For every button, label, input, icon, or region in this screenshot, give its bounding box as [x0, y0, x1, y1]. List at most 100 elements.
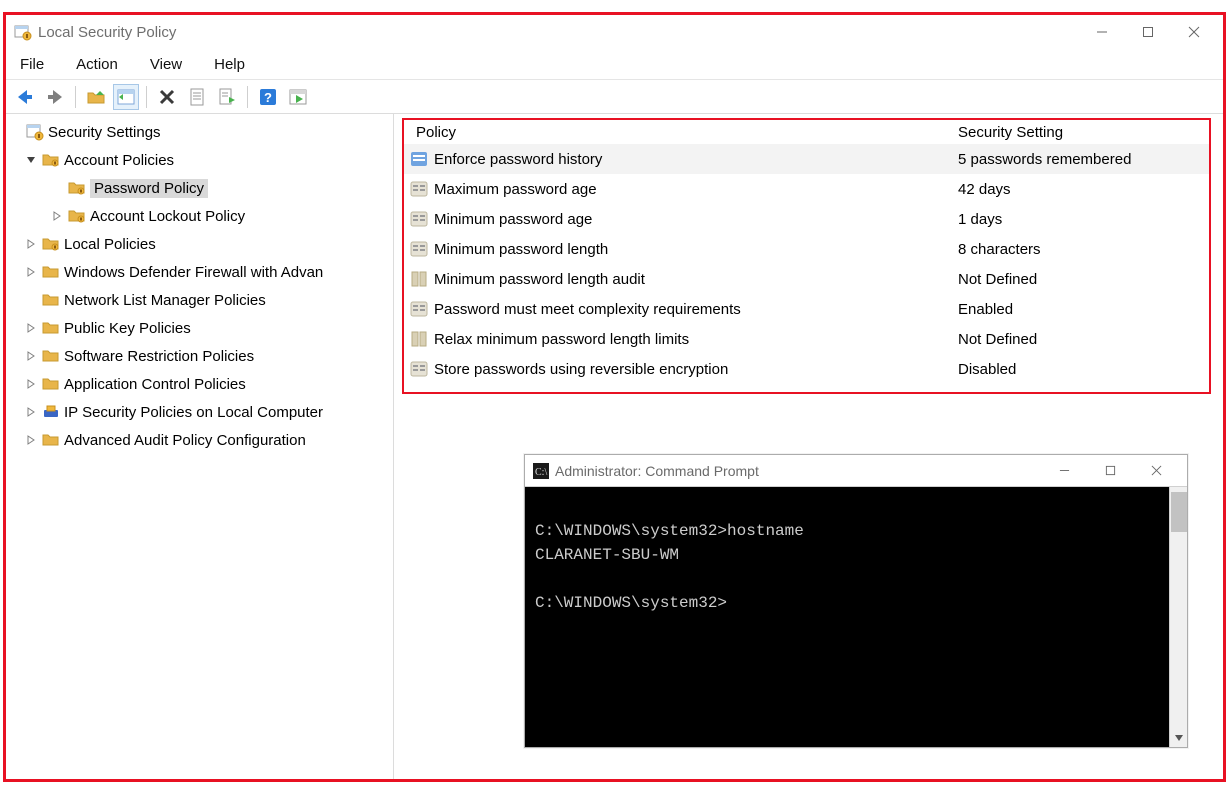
tree-item[interactable]: IP Security Policies on Local Computer: [8, 398, 391, 426]
tree-pane: Security Settings Account Policies Passwor…: [6, 114, 394, 779]
chevron-right-icon[interactable]: [26, 379, 42, 389]
up-folder-icon[interactable]: [83, 84, 109, 110]
screenshot-outer: Local Security Policy File Action View H…: [3, 12, 1226, 782]
policy-name: Enforce password history: [434, 151, 602, 168]
scroll-thumb[interactable]: [1171, 492, 1187, 532]
forward-icon[interactable]: [42, 84, 68, 110]
menu-help[interactable]: Help: [208, 54, 251, 75]
policy-row[interactable]: Minimum password length audit Not Defined: [404, 264, 1209, 294]
tree-item[interactable]: Application Control Policies: [8, 370, 391, 398]
policy-setting: 1 days: [958, 211, 1002, 228]
policy-setting: Not Defined: [958, 271, 1037, 288]
cmd-close-button[interactable]: [1133, 457, 1179, 485]
tree-item-label: Local Policies: [64, 236, 156, 253]
policy-setting: 8 characters: [958, 241, 1041, 258]
policy-name: Minimum password age: [434, 211, 592, 228]
cmd-window[interactable]: C:\ Administrator: Command Prompt C:\WIN…: [524, 454, 1188, 748]
right-pane: Policy Security Setting Enforce password…: [394, 114, 1223, 779]
cmd-body[interactable]: C:\WINDOWS\system32>hostname CLARANET-SB…: [525, 487, 1187, 747]
chevron-right-icon[interactable]: [52, 211, 68, 221]
policy-name: Maximum password age: [434, 181, 597, 198]
help-icon[interactable]: ?: [255, 84, 281, 110]
tree-item[interactable]: Account Lockout Policy: [8, 202, 391, 230]
tree-item[interactable]: Public Key Policies: [8, 314, 391, 342]
tree-item[interactable]: Software Restriction Policies: [8, 342, 391, 370]
policy-setting: 5 passwords remembered: [958, 151, 1131, 168]
tree-item[interactable]: Password Policy: [8, 174, 391, 202]
chevron-right-icon[interactable]: [26, 239, 42, 249]
back-icon[interactable]: [12, 84, 38, 110]
folder-icon: [42, 319, 60, 337]
policy-row[interactable]: Maximum password age42 days: [404, 174, 1209, 204]
tree-item[interactable]: Network List Manager Policies: [8, 286, 391, 314]
cmd-scrollbar[interactable]: [1169, 487, 1187, 747]
policy-row[interactable]: Store passwords using reversible encrypt…: [404, 354, 1209, 384]
properties-icon[interactable]: [184, 84, 210, 110]
column-setting[interactable]: Security Setting: [952, 124, 1209, 141]
toolbar: ?: [6, 80, 1223, 114]
menu-action[interactable]: Action: [70, 54, 124, 75]
folder-lock-icon: [42, 235, 60, 253]
cmd-icon: C:\: [533, 463, 549, 479]
close-button[interactable]: [1171, 17, 1217, 47]
svg-text:C:\: C:\: [535, 467, 547, 478]
menu-view[interactable]: View: [144, 54, 188, 75]
folder-icon: [42, 291, 60, 309]
column-policy[interactable]: Policy: [404, 124, 952, 141]
window-title: Local Security Policy: [38, 24, 176, 41]
tree-item[interactable]: Security Settings: [8, 118, 391, 146]
policy-icon: [410, 180, 428, 198]
toolbar-separator: [146, 86, 147, 108]
cmd-maximize-button[interactable]: [1087, 457, 1133, 485]
policy-icon: [410, 360, 428, 378]
policy-row[interactable]: Minimum password length8 characters: [404, 234, 1209, 264]
tree-item[interactable]: Windows Defender Firewall with Advan: [8, 258, 391, 286]
delete-icon[interactable]: [154, 84, 180, 110]
tree-item-label: Public Key Policies: [64, 320, 191, 337]
show-hide-tree-icon[interactable]: [113, 84, 139, 110]
chevron-right-icon[interactable]: [26, 435, 42, 445]
tree-item[interactable]: Advanced Audit Policy Configuration: [8, 426, 391, 454]
security-settings-icon: [26, 123, 44, 141]
titlebar: Local Security Policy: [6, 15, 1223, 49]
policy-list-highlight: Policy Security Setting Enforce password…: [402, 118, 1211, 394]
tree-item[interactable]: Account Policies: [8, 146, 391, 174]
policy-name: Password must meet complexity requiremen…: [434, 301, 741, 318]
export-icon[interactable]: [214, 84, 240, 110]
minimize-button[interactable]: [1079, 17, 1125, 47]
toolbar-separator: [247, 86, 248, 108]
tree-item-label: Password Policy: [90, 179, 208, 198]
policy-icon: [410, 270, 428, 288]
tree-item-label: Account Policies: [64, 152, 174, 169]
scroll-down-icon[interactable]: [1170, 729, 1188, 747]
cmd-titlebar[interactable]: C:\ Administrator: Command Prompt: [525, 455, 1187, 487]
policy-row[interactable]: Relax minimum password length limitsNot …: [404, 324, 1209, 354]
folder-lock-icon: [68, 207, 86, 225]
chevron-right-icon[interactable]: [26, 267, 42, 277]
options-icon[interactable]: [285, 84, 311, 110]
chevron-down-icon[interactable]: [26, 155, 42, 165]
app-icon: [14, 23, 32, 41]
tree-item[interactable]: Local Policies: [8, 230, 391, 258]
chevron-right-icon[interactable]: [26, 323, 42, 333]
cmd-output: C:\WINDOWS\system32>hostname CLARANET-SB…: [535, 495, 1177, 615]
policy-row[interactable]: Enforce password history 5 passwords reme…: [404, 144, 1209, 174]
policy-icon: [410, 240, 428, 258]
maximize-button[interactable]: [1125, 17, 1171, 47]
folder-icon: [42, 375, 60, 393]
policy-listview[interactable]: Policy Security Setting Enforce password…: [404, 120, 1209, 384]
policy-row[interactable]: Minimum password age 1 days: [404, 204, 1209, 234]
chevron-right-icon[interactable]: [26, 351, 42, 361]
policy-row[interactable]: Password must meet complexity requiremen…: [404, 294, 1209, 324]
tree-item-label: Security Settings: [48, 124, 161, 141]
cmd-title: Administrator: Command Prompt: [555, 463, 759, 479]
chevron-right-icon[interactable]: [26, 407, 42, 417]
folder-icon: [42, 347, 60, 365]
menu-file[interactable]: File: [14, 54, 50, 75]
cmd-minimize-button[interactable]: [1041, 457, 1087, 485]
menubar: File Action View Help: [6, 49, 1223, 79]
ipsec-icon: [42, 403, 60, 421]
policy-setting: Not Defined: [958, 331, 1037, 348]
listview-header[interactable]: Policy Security Setting: [404, 120, 1209, 144]
policy-name: Minimum password length audit: [434, 271, 645, 288]
